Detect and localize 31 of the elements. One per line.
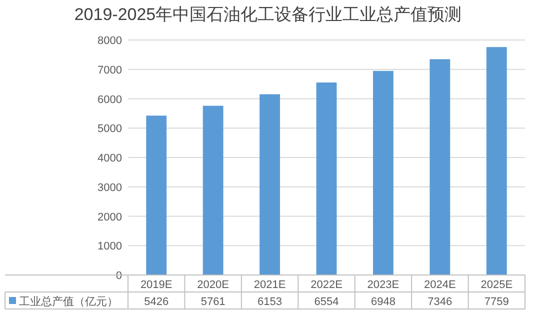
y-tick-label: 2000	[98, 211, 122, 224]
data-label: 6948	[370, 296, 396, 308]
bar	[373, 70, 394, 275]
y-tick-label: 4000	[98, 152, 122, 164]
y-tick-label: 5000	[98, 123, 122, 136]
y-tick-label: 7000	[98, 64, 122, 76]
x-tick-label: 2025E	[480, 279, 513, 291]
data-label: 7346	[428, 296, 452, 308]
data-label: 5761	[200, 296, 226, 308]
y-tick-label: 1000	[98, 240, 122, 253]
title: 2019-2025年中国石油化工设备行业工业总产值预测	[74, 5, 462, 24]
y-tick-label: 8000	[98, 35, 122, 47]
x-tick-label: 2022E	[310, 279, 342, 291]
bar	[202, 106, 224, 275]
bar	[316, 82, 337, 275]
data-label: 5426	[144, 296, 169, 308]
y-tick-label: 6000	[98, 94, 122, 106]
x-tick-label: 2019E	[140, 279, 172, 291]
legend-label: 工业总产值（亿元）	[19, 295, 118, 308]
x-tick-label: 2024E	[424, 279, 456, 291]
y-tick-label: 3000	[98, 182, 122, 194]
bar	[486, 47, 507, 275]
x-tick-label: 2020E	[197, 279, 229, 291]
data-label: 6554	[314, 296, 339, 308]
bar	[260, 94, 280, 275]
x-tick-label: 2021E	[254, 279, 286, 291]
bar	[146, 116, 167, 275]
data-label: 7759	[484, 296, 509, 308]
bar	[430, 59, 450, 275]
x-tick-label: 2023E	[367, 279, 400, 291]
data-label: 6153	[258, 296, 282, 308]
